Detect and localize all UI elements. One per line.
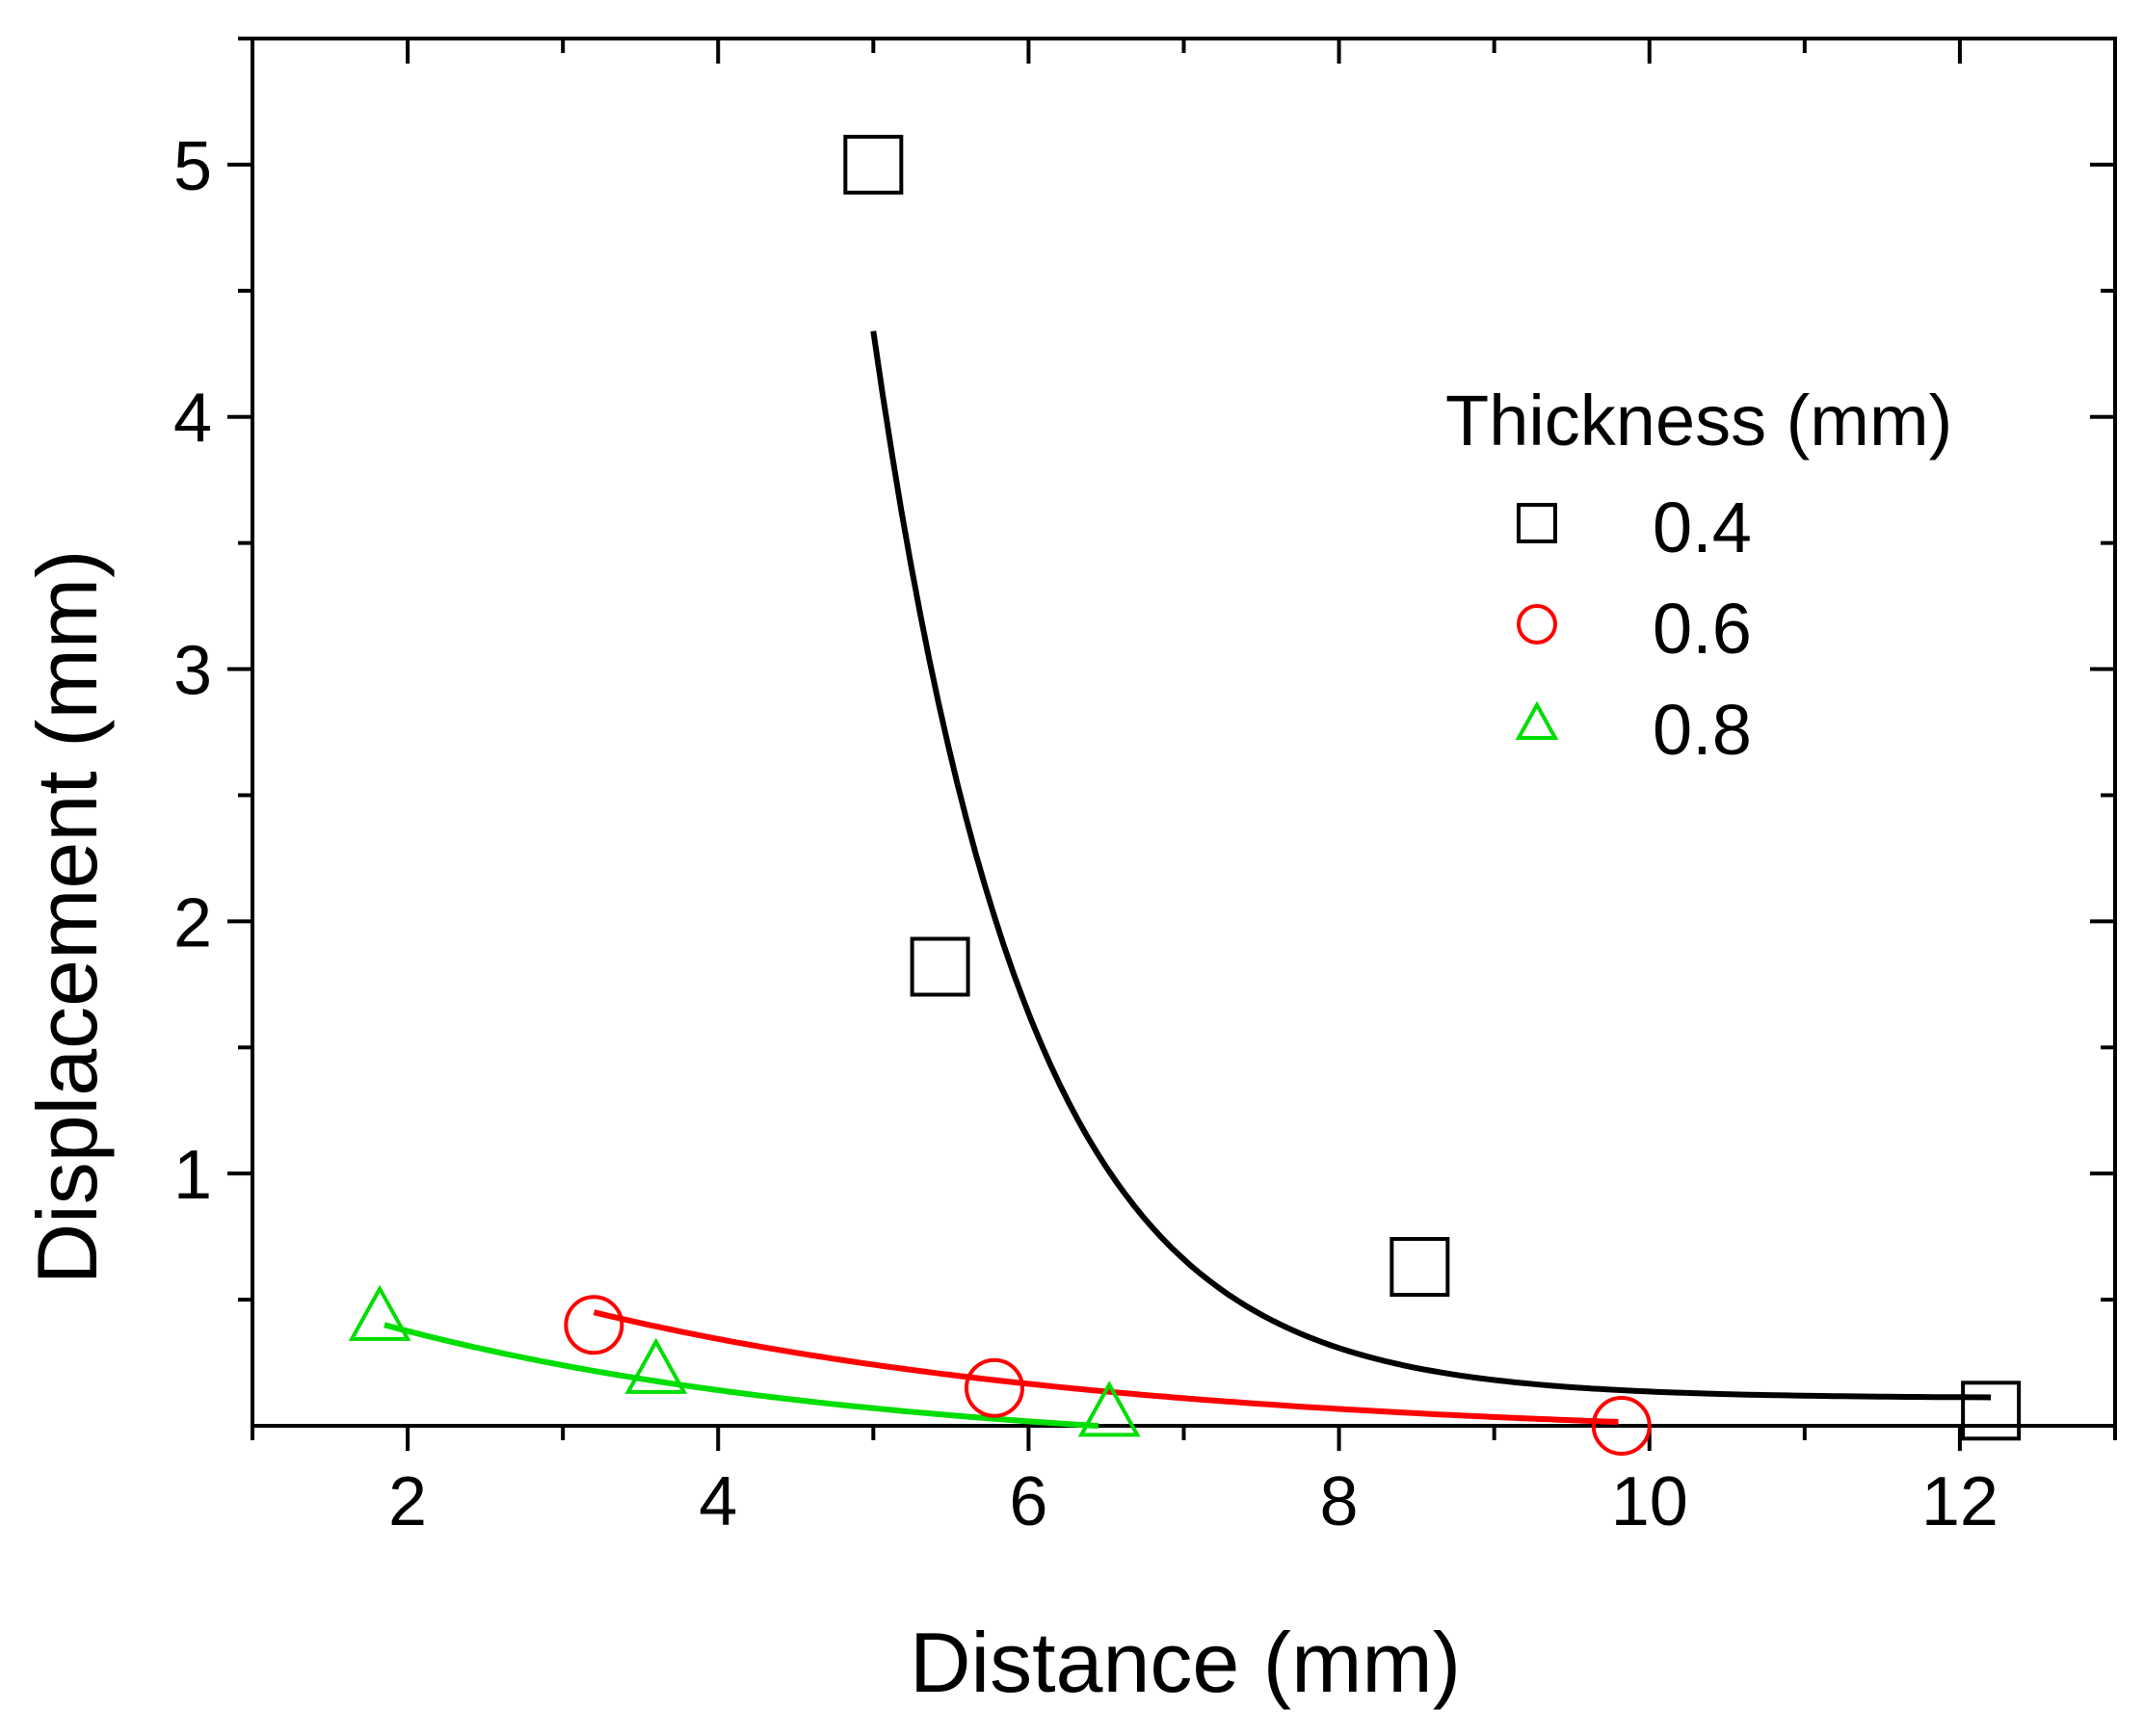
legend-label: 0.4 [1653,487,1752,567]
y-tick-label: 5 [173,128,212,205]
axis-ticks-group [227,37,2117,1451]
legend-item-0.6: 0.6 [1517,589,1752,669]
legend-item-0.4: 0.4 [1517,487,1752,567]
y-tick-label: 2 [173,884,212,961]
legend-marker-0.6 [1517,604,1557,644]
x-tick-label: 4 [699,1463,737,1540]
x-tick-label: 2 [388,1463,427,1540]
data-point-0.6 [564,1295,624,1355]
legend-item-0.8: 0.8 [1515,690,1752,770]
legend-marker-0.4 [1517,503,1557,543]
y-tick-label: 1 [173,1137,212,1214]
x-tick-label: 8 [1320,1463,1359,1540]
legend-label: 0.8 [1653,690,1752,770]
legend-title: Thickness (mm) [1445,381,1952,460]
y-tick-label: 3 [173,633,212,710]
x-tick-label: 10 [1611,1463,1688,1540]
y-axis-label: Displacement (mm) [19,550,115,1285]
data-point-0.4 [843,134,904,195]
y-tick-label: 4 [173,381,212,458]
data-point-0.8 [348,1284,411,1341]
data-point-0.6 [1591,1396,1652,1456]
fit-curve-0.4 [870,330,1992,1401]
data-point-0.4 [1961,1381,2022,1441]
data-point-0.8 [1077,1381,1141,1437]
x-axis-label: Distance (mm) [910,1615,1461,1710]
legend-label: 0.6 [1653,589,1752,669]
x-tick-label: 12 [1921,1463,1998,1540]
data-point-0.4 [910,936,970,997]
legend-marker-0.8 [1515,700,1559,740]
data-point-0.4 [1390,1237,1450,1298]
fit-curve-0.8 [384,1322,1098,1429]
data-point-0.8 [624,1337,688,1394]
legend: Thickness (mm) 0.4 0.6 0.8 [1445,381,1952,770]
data-points-group [348,134,2022,1456]
data-point-0.6 [964,1357,1024,1418]
x-tick-label: 6 [1009,1463,1047,1540]
